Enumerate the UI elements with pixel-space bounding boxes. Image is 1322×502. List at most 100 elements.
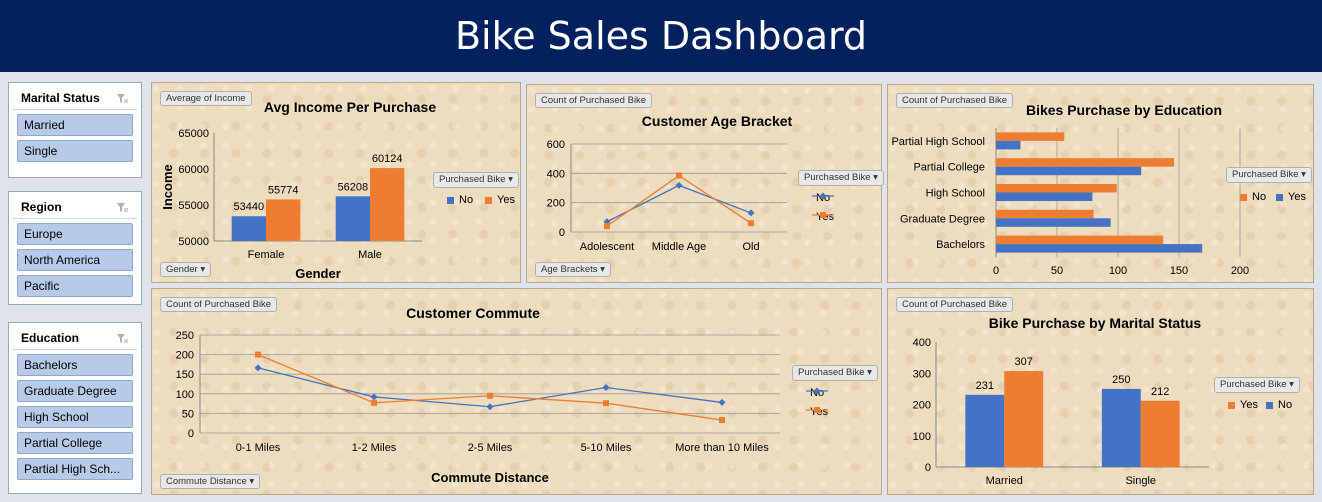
- y-tick-label: Partial College: [913, 162, 985, 174]
- legend-field-button[interactable]: Purchased Bike ▾: [433, 172, 519, 188]
- slicer-item[interactable]: Married: [17, 114, 133, 136]
- data-point: [370, 393, 378, 401]
- slicer-item[interactable]: Bachelors: [17, 354, 133, 376]
- data-point: [747, 209, 755, 217]
- legend-item: Yes: [1228, 399, 1258, 411]
- x-axis-title: Gender: [295, 266, 341, 281]
- chart-title: Customer Age Bracket: [641, 113, 793, 129]
- slicer-item[interactable]: Single: [17, 140, 133, 162]
- y-tick-label: Graduate Degree: [900, 213, 985, 225]
- bar: [996, 166, 1142, 176]
- data-point: [676, 172, 682, 179]
- slicer-item[interactable]: Europe: [17, 223, 133, 245]
- legend-label: No: [1252, 191, 1267, 203]
- data-point: [371, 399, 377, 406]
- axis-field-button[interactable]: Age Brackets ▾: [535, 262, 611, 277]
- x-tick-label: 150: [1170, 265, 1188, 277]
- y-tick-label: 55000: [178, 200, 209, 212]
- x-tick-label: 1-2 Miles: [352, 442, 397, 454]
- data-point: [604, 223, 610, 230]
- x-tick-label: 0-1 Miles: [236, 442, 281, 454]
- bar: [996, 192, 1093, 202]
- legend-item: Yes: [1276, 191, 1306, 203]
- value-field-button[interactable]: Count of Purchased Bike: [535, 93, 653, 108]
- y-tick-label: 0: [188, 428, 194, 440]
- x-axis-title: Commute Distance: [431, 470, 549, 485]
- axis-field-button[interactable]: Commute Distance ▾: [160, 474, 261, 489]
- data-label: 307: [1015, 356, 1033, 368]
- y-tick-label: 300: [913, 368, 931, 380]
- data-label: 60124: [372, 153, 403, 165]
- x-tick-label: Male: [358, 249, 382, 261]
- x-tick-label: Married: [986, 475, 1023, 487]
- legend-field-button[interactable]: Purchased Bike ▾: [792, 365, 878, 381]
- y-tick-label: 65000: [178, 128, 209, 140]
- legend-swatch: [447, 196, 454, 204]
- value-field-button[interactable]: Count of Purchased Bike: [160, 297, 278, 312]
- y-tick-label: 0: [559, 227, 565, 239]
- dashboard-title: Bike Sales Dashboard: [0, 0, 1322, 72]
- education-slicer-header: Education: [13, 326, 137, 350]
- slicer-item[interactable]: Pacific: [17, 275, 133, 297]
- chart-plot: 0 50 100 150 200 250 0-1 Miles 1-2 Miles 2-5 Mil…: [176, 330, 780, 485]
- value-field-button[interactable]: Count of Purchased Bike: [896, 297, 1014, 312]
- clear-filter-icon[interactable]: [117, 93, 129, 103]
- value-field-button[interactable]: Count of Purchased Bike: [896, 93, 1014, 108]
- x-tick-label: Single: [1125, 475, 1156, 487]
- marital-status-chart: 0 100 200 300 400 Married 231 307 Single 250 212 Co…: [887, 288, 1314, 495]
- x-tick-label: Old: [742, 241, 759, 253]
- chart-title: Customer Commute: [406, 305, 540, 321]
- education-slicer-title: Education: [21, 330, 80, 345]
- slicer-item[interactable]: High School: [17, 406, 133, 428]
- y-tick-label: 400: [547, 168, 565, 180]
- data-label: 53440: [234, 201, 265, 213]
- y-tick-label: 60000: [178, 164, 209, 176]
- x-tick-label: Middle Age: [652, 241, 706, 253]
- data-point: [603, 400, 609, 407]
- y-tick-label: 200: [547, 198, 565, 210]
- clear-filter-icon[interactable]: [117, 202, 129, 212]
- bar: [996, 244, 1203, 253]
- slicer-item[interactable]: North America: [17, 249, 133, 271]
- bar: [1140, 400, 1180, 467]
- bar: [996, 218, 1111, 227]
- x-tick-label: More than 10 Miles: [675, 442, 769, 454]
- legend-field-button[interactable]: Purchased Bike ▾: [798, 170, 884, 186]
- bar: [335, 196, 370, 241]
- y-tick-label: 200: [176, 350, 194, 362]
- data-point: [602, 384, 610, 392]
- slicer-item[interactable]: Graduate Degree: [17, 380, 133, 402]
- axis-field-button[interactable]: Gender ▾: [160, 262, 212, 277]
- y-tick-label: 250: [176, 330, 194, 342]
- value-field-button[interactable]: Average of Income: [160, 91, 252, 106]
- data-point: [748, 220, 754, 227]
- bar: [996, 183, 1117, 193]
- commute-chart: 0 50 100 150 200 250 0-1 Miles 1-2 Miles 2-5 Mil…: [151, 288, 882, 495]
- age-bracket-chart: 0 200 400 600 Adolescent Middle Age Old Count o…: [526, 84, 884, 283]
- chart-plot: 0 100 200 300 400 Married 231 307 Single 250 212: [913, 337, 1209, 487]
- data-point: [486, 403, 494, 411]
- legend-item: Yes: [812, 211, 834, 223]
- chart-title: Avg Income Per Purchase: [263, 99, 437, 115]
- legend-label: No: [459, 194, 474, 206]
- bar: [996, 209, 1094, 219]
- data-point: [487, 392, 493, 399]
- slicer-item[interactable]: Partial College: [17, 432, 133, 454]
- legend-item: No: [812, 192, 834, 204]
- marital-slicer-title: Marital Status: [21, 90, 100, 105]
- legend-field-button[interactable]: Purchased Bike ▾: [1226, 167, 1312, 183]
- x-tick-label: 200: [1231, 265, 1249, 277]
- bar: [370, 168, 405, 241]
- y-tick-label: 0: [925, 462, 931, 474]
- y-tick-label: 600: [547, 139, 565, 151]
- clear-filter-icon[interactable]: [117, 333, 129, 343]
- data-point: [254, 364, 262, 372]
- y-axis-title: Income: [160, 164, 175, 210]
- data-label: 250: [1112, 374, 1130, 386]
- legend-field-button[interactable]: Purchased Bike ▾: [1214, 377, 1300, 393]
- series-line: [606, 184, 752, 223]
- slicer-item[interactable]: Partial High Sch...: [17, 458, 133, 480]
- bar: [266, 199, 301, 241]
- bar: [965, 394, 1005, 467]
